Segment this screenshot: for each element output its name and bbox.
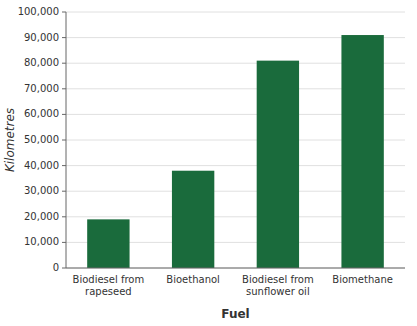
y-tick bbox=[62, 191, 66, 192]
y-tick-label: 90,000 bbox=[24, 32, 59, 43]
y-tick bbox=[62, 63, 66, 64]
y-tick-label: 100,000 bbox=[18, 6, 59, 17]
bar bbox=[87, 219, 129, 268]
chart-container: 0 10,000 20,000 30,000 40,000 50,000 60,000 70,… bbox=[0, 0, 417, 326]
y-tick-label: 20,000 bbox=[24, 211, 59, 222]
bar bbox=[172, 171, 214, 268]
y-tick bbox=[62, 165, 66, 166]
bars bbox=[87, 35, 384, 268]
y-axis-label: Kilometres bbox=[3, 108, 17, 172]
x-tick-label: Biodiesel fromsunflower oil bbox=[242, 274, 314, 297]
y-tick bbox=[62, 140, 66, 141]
y-tick-label: 60,000 bbox=[24, 108, 59, 119]
y-tick-label: 70,000 bbox=[24, 83, 59, 94]
x-axis-line bbox=[66, 268, 405, 269]
y-axis-line bbox=[66, 12, 67, 268]
y-tick bbox=[62, 37, 66, 38]
x-tick-label: Bioethanol bbox=[166, 274, 220, 285]
y-tick bbox=[62, 268, 66, 269]
x-axis: Biodiesel fromrapeseed Bioethanol Biodiese… bbox=[73, 274, 393, 297]
y-tick-label: 10,000 bbox=[24, 236, 59, 247]
y-tick bbox=[62, 216, 66, 217]
grid bbox=[66, 12, 405, 268]
chart: 0 10,000 20,000 30,000 40,000 50,000 60,000 70,… bbox=[0, 0, 417, 326]
y-axis: 0 10,000 20,000 30,000 40,000 50,000 60,000 70,… bbox=[18, 6, 66, 273]
y-tick bbox=[62, 88, 66, 89]
y-tick bbox=[62, 114, 66, 115]
y-tick-label: 30,000 bbox=[24, 185, 59, 196]
y-tick-label: 40,000 bbox=[24, 160, 59, 171]
grid-line bbox=[66, 12, 405, 13]
grid-line bbox=[66, 268, 405, 269]
y-tick bbox=[62, 242, 66, 243]
y-tick-label: 80,000 bbox=[24, 57, 59, 68]
y-tick-label: 50,000 bbox=[24, 134, 59, 145]
x-axis-label: Fuel bbox=[221, 307, 249, 321]
y-tick-label: 0 bbox=[53, 262, 59, 273]
bar bbox=[257, 61, 299, 268]
x-tick-label: Biodiesel fromrapeseed bbox=[73, 274, 145, 297]
bar bbox=[341, 35, 383, 268]
y-tick bbox=[62, 12, 66, 13]
x-tick-label: Biomethane bbox=[332, 274, 393, 285]
